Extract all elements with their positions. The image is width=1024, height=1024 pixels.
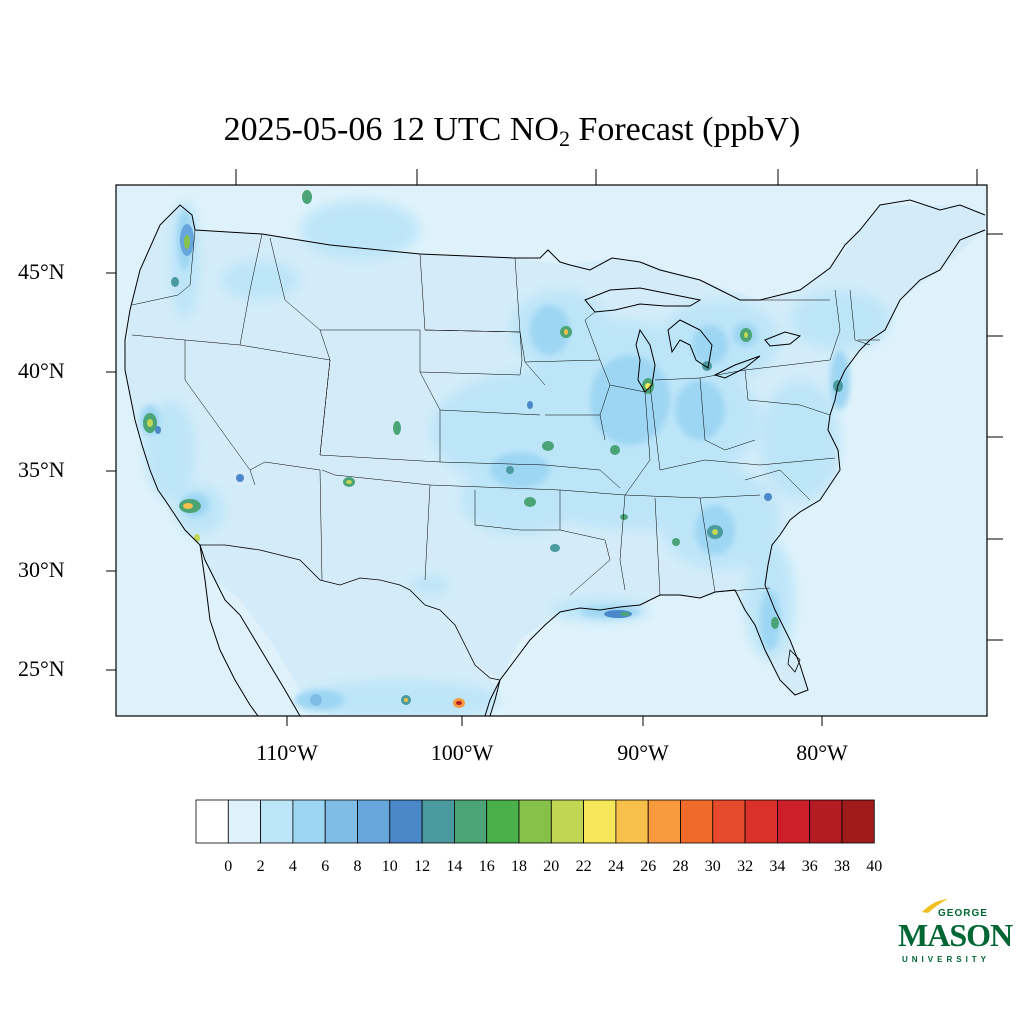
gmu-logo: GEORGE MASON UNIVERSITY — [898, 898, 1013, 968]
colorbar-swatch-10 — [518, 799, 552, 844]
mexico-landmass — [200, 545, 500, 716]
colorbar-swatch-9 — [486, 799, 520, 844]
baja — [199, 544, 259, 716]
logo-george-text: GEORGE — [938, 908, 988, 919]
colorbar-swatch-12 — [583, 799, 617, 844]
colorbar-swatch-0 — [195, 799, 229, 844]
lon-label-110: 110°W — [256, 740, 318, 765]
lat-label-25: 25°N — [18, 656, 65, 681]
colorbar-swatch-3 — [292, 799, 326, 844]
colorbar-label-0: 0 — [224, 858, 233, 875]
map-frame — [115, 184, 988, 717]
state-boundaries — [131, 229, 880, 596]
lon-label-80: 80°W — [796, 740, 848, 765]
colorbar-label-12: 12 — [414, 858, 431, 875]
colorbar-label-28: 28 — [672, 858, 689, 875]
colorbar-label-20: 20 — [543, 858, 560, 875]
colorbar-label-24: 24 — [607, 858, 624, 875]
colorbar-swatch-5 — [357, 799, 391, 844]
colorbar-label-4: 4 — [288, 858, 297, 875]
lon-label-100: 100°W — [430, 740, 494, 765]
lon-label-90: 90°W — [617, 740, 669, 765]
logo-mason-text: MASON — [898, 917, 1013, 953]
colorbar-swatch-18 — [777, 799, 811, 844]
logo-swoosh-icon — [922, 899, 948, 913]
colorbar-label-10: 10 — [381, 858, 398, 875]
colorbar-swatch-19 — [809, 799, 843, 844]
colorbar-swatch-1 — [227, 799, 262, 844]
lat-label-35: 35°N — [18, 457, 65, 482]
colorbar-swatch-20 — [841, 799, 875, 844]
colorbar-label-40: 40 — [866, 858, 883, 875]
tick-marks — [106, 169, 1003, 726]
colorbar-swatch-17 — [744, 799, 778, 844]
colorbar-label-26: 26 — [640, 858, 657, 875]
colorbar-swatch-8 — [453, 799, 488, 844]
chart-title: 2025-05-06 12 UTC NO2 Forecast (ppbV) — [223, 111, 801, 151]
colorbar-swatch-14 — [647, 799, 681, 844]
colorbar-swatch-11 — [550, 799, 584, 844]
colorbar-label-6: 6 — [321, 858, 330, 875]
us-mexico-border — [200, 544, 501, 681]
colorbar-label-22: 22 — [575, 858, 592, 875]
colorbar-label-2: 2 — [256, 858, 265, 875]
colorbar — [195, 799, 875, 844]
colorbar-swatch-16 — [712, 799, 746, 844]
colorbar-label-38: 38 — [834, 858, 850, 875]
no2-hotspots — [143, 190, 843, 708]
lat-label-30: 30°N — [18, 557, 65, 582]
colorbar-swatch-6 — [389, 799, 423, 844]
colorbar-swatch-13 — [615, 799, 649, 844]
colorbar-label-34: 34 — [769, 858, 786, 875]
logo-university-text: UNIVERSITY — [902, 955, 991, 964]
colorbar-label-8: 8 — [353, 858, 362, 875]
lat-label-45: 45°N — [18, 259, 65, 284]
colorbar-label-30: 30 — [704, 858, 721, 875]
coastline — [129, 199, 986, 716]
colorbar-label-18: 18 — [511, 858, 527, 875]
west-coast — [124, 309, 301, 716]
colorbar-label-32: 32 — [737, 858, 754, 875]
colorbar-label-16: 16 — [478, 858, 495, 875]
colorbar-swatch-2 — [260, 799, 294, 844]
colorbar-swatch-4 — [324, 799, 358, 844]
colorbar-label-14: 14 — [446, 858, 463, 875]
colorbar-swatch-15 — [680, 799, 714, 844]
mexico-gulf-coast — [489, 679, 501, 716]
lat-label-40: 40°N — [18, 358, 65, 383]
colorbar-label-36: 36 — [801, 858, 818, 875]
florida-keys — [787, 649, 801, 673]
colorbar-swatch-7 — [421, 799, 455, 844]
